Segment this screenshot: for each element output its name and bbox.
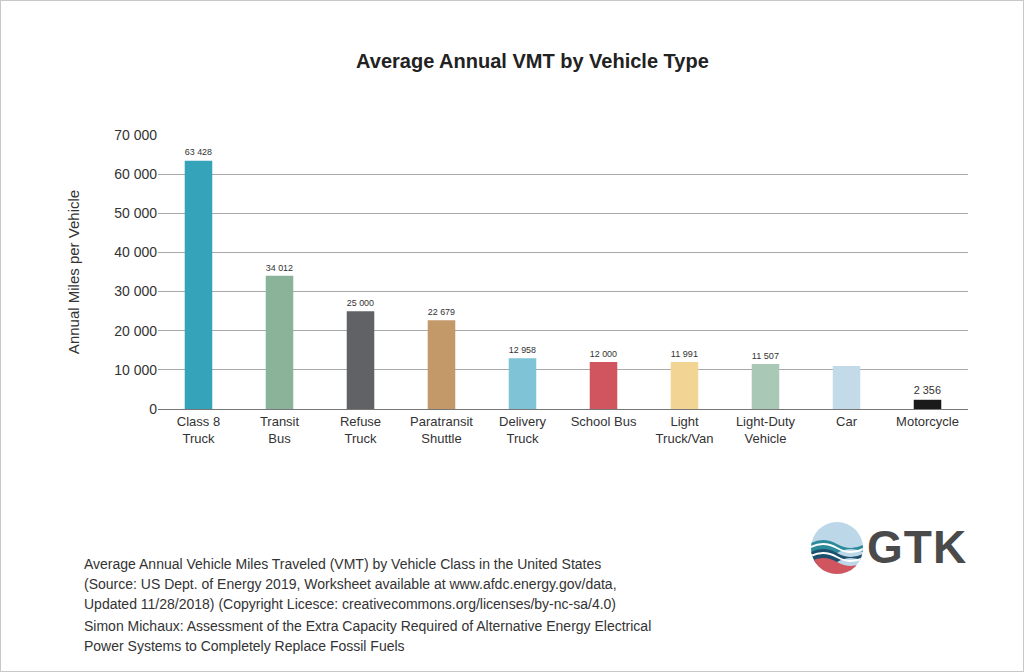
svg-text:Annual Miles per Vehicle: Annual Miles per Vehicle [65, 190, 82, 354]
svg-text:RefuseTruck: RefuseTruck [340, 414, 381, 446]
svg-text:20 000: 20 000 [114, 323, 157, 339]
svg-text:63 428: 63 428 [185, 147, 212, 157]
svg-text:DeliveryTruck: DeliveryTruck [499, 414, 546, 446]
svg-text:0: 0 [149, 401, 157, 417]
html-text:Average Annual Vehicle Miles T: Average Annual Vehicle Miles Traveled (V… [84, 556, 602, 572]
html-text:Updated 11/28/2018) (Copyright: Updated 11/28/2018) (Copyright Licesce: … [84, 596, 616, 612]
svg-text:25 000: 25 000 [347, 298, 374, 308]
svg-text:Light-DutyVehicle: Light-DutyVehicle [736, 414, 796, 446]
svg-text:12 000: 12 000 [590, 349, 617, 359]
svg-text:Car: Car [836, 414, 858, 429]
svg-text:40 000: 40 000 [114, 244, 157, 260]
svg-text:TransitBus: TransitBus [260, 414, 300, 446]
svg-text:60 000: 60 000 [114, 166, 157, 182]
svg-text:22 679: 22 679 [428, 307, 455, 317]
svg-text:Average Annual VMT by Vehicle: Average Annual VMT by Vehicle Type [356, 50, 709, 72]
html-text:Power Systems to Completely Re: Power Systems to Completely Replace Foss… [84, 638, 405, 654]
svg-text:ParatransitShuttle: ParatransitShuttle [410, 414, 473, 446]
svg-text:LightTruck/Van: LightTruck/Van [656, 414, 714, 446]
svg-text:50 000: 50 000 [114, 205, 157, 221]
svg-text:Motorcycle: Motorcycle [896, 414, 959, 429]
html-text:GTK: GTK [867, 521, 968, 573]
svg-text:11 991: 11 991 [671, 349, 698, 359]
html-text:(Source: US Dept. of Energy 20: (Source: US Dept. of Energy 2019, Worksh… [84, 576, 617, 592]
svg-text:School Bus: School Bus [571, 414, 637, 429]
svg-text:30 000: 30 000 [114, 283, 157, 299]
svg-text:10 000: 10 000 [114, 362, 157, 378]
svg-text:70 000: 70 000 [114, 127, 157, 143]
svg-text:34 012: 34 012 [266, 263, 293, 273]
svg-text:12 958: 12 958 [509, 345, 536, 355]
html-text:Simon Michaux: Assessment of t: Simon Michaux: Assessment of the Extra C… [84, 618, 652, 634]
svg-text:11 507: 11 507 [752, 351, 779, 361]
svg-text:Class 8Truck: Class 8Truck [177, 414, 220, 446]
svg-text:2 356: 2 356 [914, 384, 941, 396]
